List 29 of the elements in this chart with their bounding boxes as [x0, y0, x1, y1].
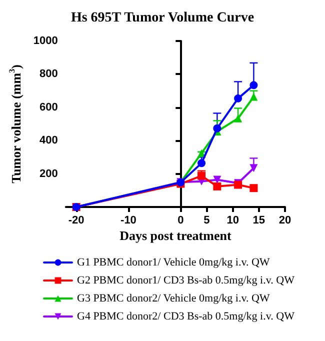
y-tick-label: 400: [40, 134, 58, 147]
point: [234, 94, 242, 102]
legend-label: G4 PBMC donor2/ CD3 Bs-ab 0.5mg/kg i.v. QW: [77, 310, 296, 322]
legend-label: G1 PBMC donor1/ Vehicle 0mg/kg i.v. QW: [77, 256, 270, 268]
legend-label: G3 PBMC donor2/ Vehicle 0mg/kg i.v. QW: [77, 292, 270, 304]
point: [250, 184, 258, 192]
point: [234, 114, 242, 122]
x-tick-label: 0: [178, 214, 184, 226]
x-tick-label: 5: [204, 214, 210, 226]
y-tick-label: 600: [40, 101, 58, 114]
x-tick-label: 20: [278, 214, 292, 226]
point: [198, 149, 206, 158]
chart-title: Hs 695T Tumor Volume Curve: [70, 10, 254, 26]
x-tick-label: -20: [68, 214, 84, 226]
y-tick-label: 1000: [33, 35, 58, 47]
y-axis-title: Tumor volume (mm3): [8, 64, 24, 184]
point: [250, 81, 258, 90]
x-axis-title: Days post treatment: [120, 228, 232, 243]
x-tick-label: -10: [120, 214, 136, 226]
point: [198, 159, 206, 168]
point: [213, 124, 222, 132]
point: [198, 172, 206, 180]
x-tick-label: 15: [252, 214, 266, 226]
legend-label: G2 PBMC donor1/ CD3 Bs-ab 0.5mg/kg i.v. QW: [77, 274, 296, 286]
x-tick-label: 10: [226, 214, 239, 226]
point: [213, 182, 222, 190]
point: [250, 164, 258, 172]
y-tick-label: 800: [40, 68, 58, 80]
y-tick-label: 200: [40, 168, 58, 180]
